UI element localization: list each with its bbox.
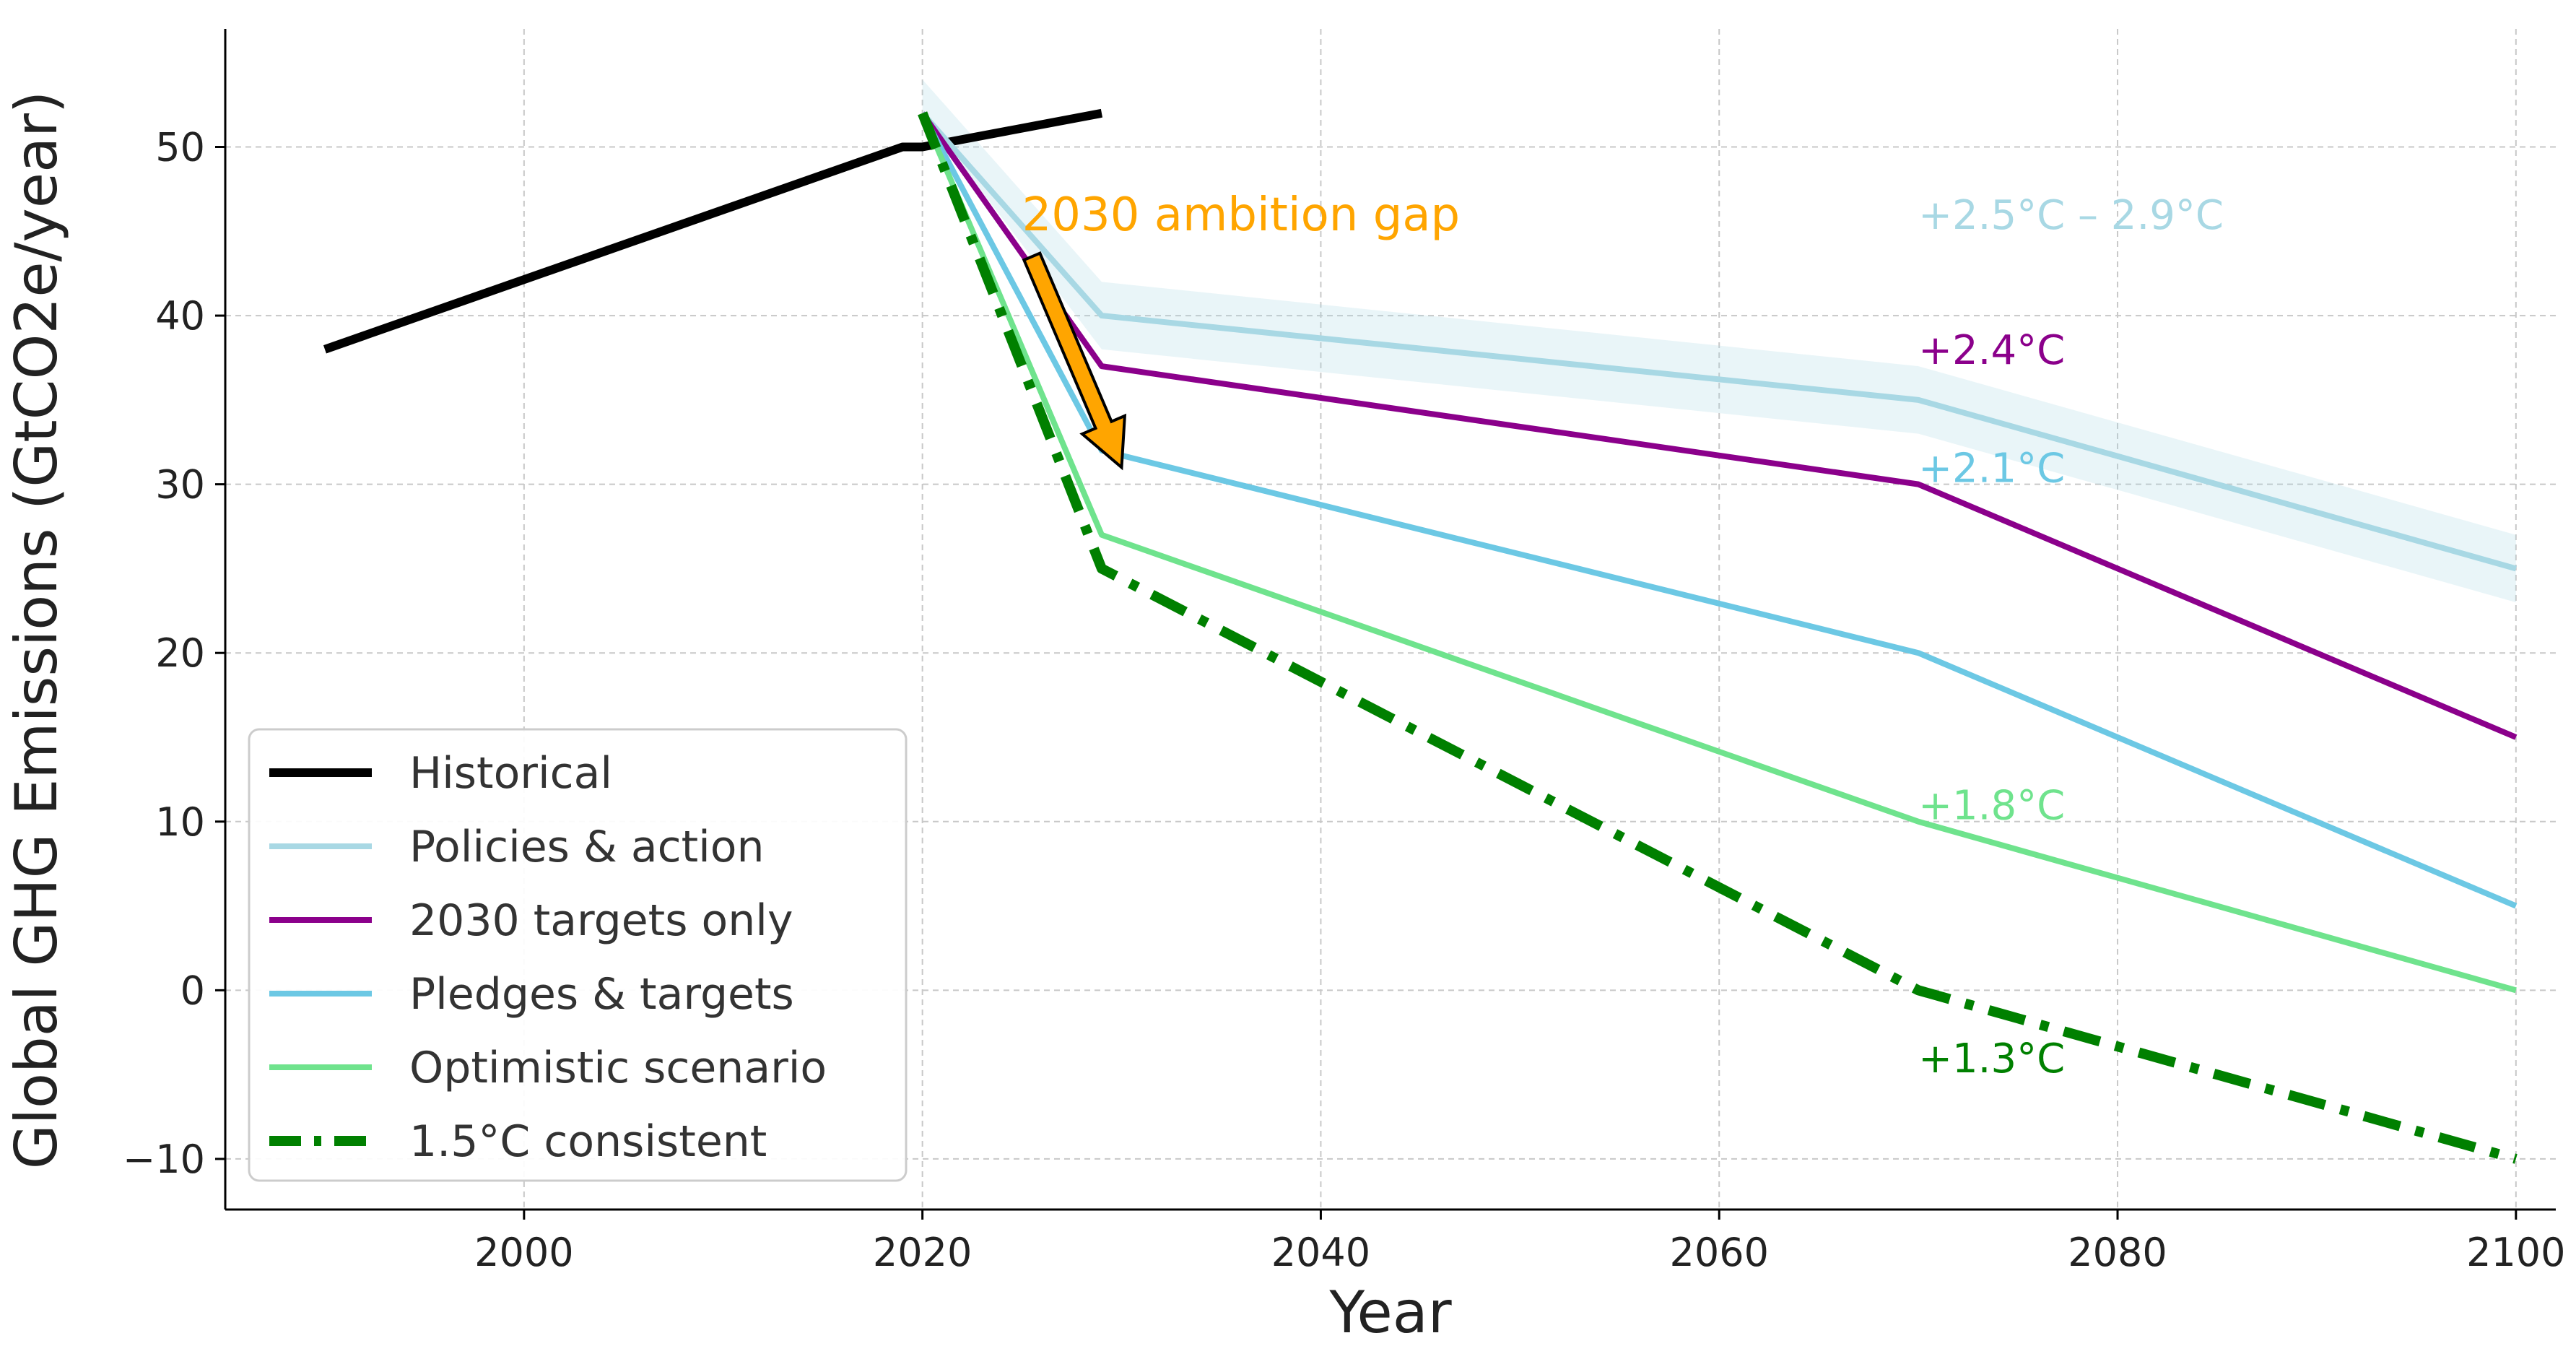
y-tick-label: 10 — [155, 799, 205, 845]
axes-layer — [224, 29, 2556, 1211]
ambition-gap-arrow — [1022, 251, 1127, 471]
temperature-label: +1.3°C — [1918, 1035, 2065, 1082]
x-tick-label: 2020 — [873, 1230, 972, 1275]
series-layer — [323, 108, 2518, 1164]
2030-targets-only-line — [920, 111, 2518, 740]
ambition-gap-label: 2030 ambition gap — [1022, 188, 1461, 242]
policies-action-line — [920, 111, 2517, 572]
y-tick-label: 0 — [180, 968, 205, 1013]
legend-label-pledges-targets: Pledges & targets — [409, 969, 794, 1020]
1-5-c-consistent-line — [918, 111, 2518, 1164]
temperature-label: +1.8°C — [1918, 782, 2065, 829]
pledges-targets-line — [920, 111, 2518, 909]
policies-action-band — [922, 79, 2516, 603]
band-layer — [922, 79, 2516, 603]
legend-label-historical: Historical — [409, 748, 612, 799]
legend-label-optimistic-scenario: Optimistic scenario — [409, 1043, 827, 1093]
legend-box — [248, 728, 908, 1182]
temperature-label: +2.5°C – 2.9°C — [1918, 192, 2224, 239]
historical-line — [323, 108, 1103, 354]
y-axis-title: Global GHG Emissions (GtCO2e/year) — [3, 91, 70, 1169]
gap-layer: 2030 ambition gap — [1022, 188, 1461, 471]
y-tick-label: 50 — [155, 125, 205, 170]
tick-layer: 2000 2020 2040 2060 2080 2100 50 40 30 20 10 0 −10 — [123, 125, 2566, 1276]
x-tick-label: 2040 — [1271, 1230, 1370, 1275]
temperature-label: +2.4°C — [1918, 327, 2065, 374]
legend: Historical Policies & action 2030 targets … — [248, 728, 908, 1182]
legend-label-policies-action: Policies & action — [409, 822, 765, 872]
y-tick-label: 40 — [155, 293, 205, 339]
temperature-label: +2.1°C — [1918, 445, 2065, 492]
y-tick-label: −10 — [123, 1137, 205, 1182]
x-tick-label: 2000 — [474, 1230, 573, 1275]
legend-label-2030-targets-only: 2030 targets only — [409, 895, 793, 946]
x-tick-label: 2100 — [2466, 1230, 2565, 1275]
optimistic-scenario-line — [919, 112, 2517, 994]
x-tick-label: 2060 — [1670, 1230, 1769, 1275]
y-tick-label: 30 — [155, 462, 205, 508]
legend-label-1-5-c-consistent: 1.5°C consistent — [409, 1116, 767, 1167]
annotation-layer: +2.5°C – 2.9°C +2.4°C +2.1°C +1.8°C +1.3°C — [1918, 192, 2224, 1082]
x-axis-title: Year — [1328, 1279, 1451, 1346]
y-tick-label: 20 — [155, 630, 205, 676]
x-tick-label: 2080 — [2068, 1230, 2167, 1275]
